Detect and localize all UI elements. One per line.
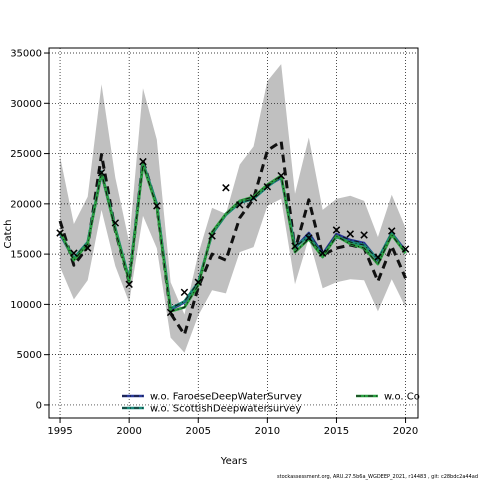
observed-point-2012 xyxy=(291,242,299,250)
series-line-w-o-co-pattern xyxy=(59,164,406,312)
observed-point-2005 xyxy=(194,278,202,286)
x-tick-label-1995: 1995 xyxy=(47,426,72,437)
observed-points-layer xyxy=(56,157,410,317)
x-tick-label-2005: 2005 xyxy=(186,426,211,437)
y-axis-title: Catch xyxy=(3,220,14,249)
observed-point-2009 xyxy=(249,194,258,202)
x-tick-label-2000: 2000 xyxy=(116,426,141,437)
x-tick-label-2015: 2015 xyxy=(324,426,349,437)
plot-frame xyxy=(48,47,419,419)
observed-point-2020 xyxy=(401,245,410,253)
observed-point-2006 xyxy=(208,232,216,240)
observed-point-2017 xyxy=(360,231,368,239)
observed-point-2000 xyxy=(125,280,133,289)
observed-point-2003 xyxy=(166,308,175,317)
y-tick-label-35000: 35000 xyxy=(10,49,42,60)
observed-point-2018 xyxy=(374,253,382,261)
legend-item-3-label: w.o. Co xyxy=(384,392,420,403)
y-tick-label-15000: 15000 xyxy=(10,250,42,261)
observed-point-1998 xyxy=(97,168,106,177)
x-axis: 1995 2000 2005 2010 2015 2020 xyxy=(47,418,418,437)
observed-point-1997 xyxy=(83,244,92,252)
y-tick-label-0: 0 xyxy=(36,400,42,411)
observed-point-2015 xyxy=(332,226,341,234)
footer-text: stockassessment.org, ARU.27.5b6a_WGDEEP_… xyxy=(277,474,478,480)
observed-point-2008 xyxy=(235,201,244,209)
observed-point-2016 xyxy=(346,230,355,238)
observed-point-2002 xyxy=(153,202,161,210)
observed-point-1996 xyxy=(70,249,78,257)
observed-point-1999 xyxy=(111,219,120,227)
y-tick-label-25000: 25000 xyxy=(10,149,42,160)
y-tick-label-30000: 30000 xyxy=(10,99,42,110)
observed-point-2007 xyxy=(222,184,230,192)
y-tick-label-5000: 5000 xyxy=(17,350,42,361)
observed-point-2001 xyxy=(139,157,147,166)
x-tick-label-2010: 2010 xyxy=(255,426,280,437)
observed-point-2019 xyxy=(388,227,396,235)
y-axis: 0 5000 10000 15000 20000 25000 30000 35000 xyxy=(10,49,49,411)
observed-point-2010 xyxy=(263,183,272,191)
observed-point-2013 xyxy=(305,234,313,242)
observed-point-2014 xyxy=(318,249,327,257)
y-tick-label-20000: 20000 xyxy=(10,199,42,210)
x-axis-title: Years xyxy=(220,456,247,467)
legend-item-2-label: w.o. ScottishDeepwatersurvey xyxy=(150,404,301,415)
y-tick-label-10000: 10000 xyxy=(10,300,42,311)
observed-point-2004 xyxy=(180,288,189,297)
x-tick-label-2020: 2020 xyxy=(393,426,418,437)
series-layer xyxy=(58,140,407,337)
observed-point-1995 xyxy=(56,229,64,237)
observed-point-2011 xyxy=(277,171,285,180)
legend-item-1-label: w.o. FaroeseDeepWaterSurvey xyxy=(150,392,302,403)
